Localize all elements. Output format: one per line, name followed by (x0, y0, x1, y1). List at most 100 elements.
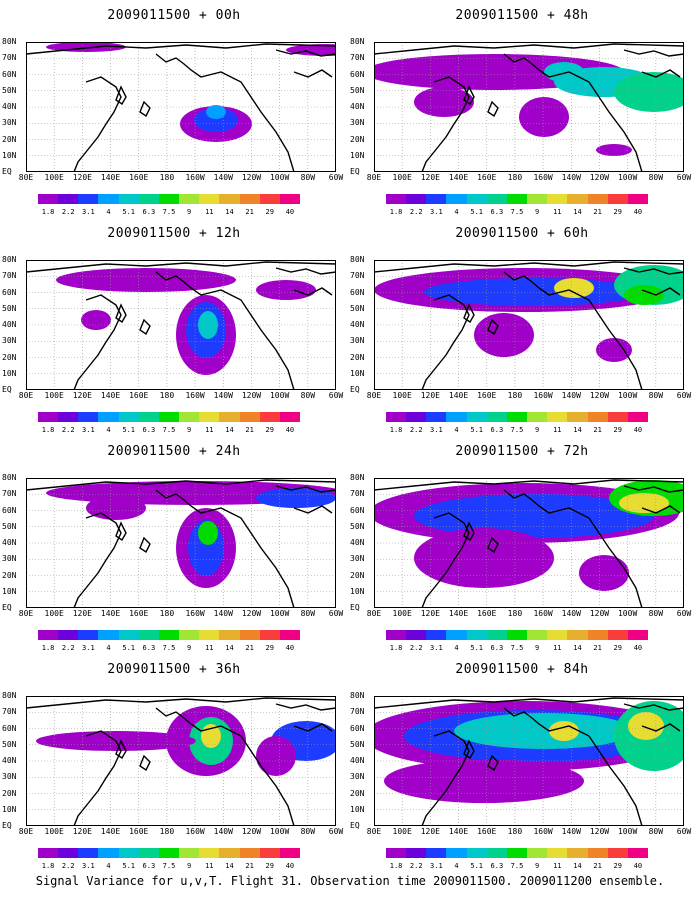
colorbar-label: 29 (265, 208, 274, 216)
colorbar-swatch (138, 630, 159, 640)
latitude-label: 60N (2, 287, 17, 297)
colorbar (38, 412, 301, 422)
colorbar-swatch (527, 412, 548, 422)
colorbar-label: 29 (613, 862, 622, 870)
colorbar-label: 40 (633, 426, 643, 434)
colorbar-swatch (406, 848, 427, 858)
colorbar-swatch (279, 412, 301, 422)
longitude-label: 60W (328, 609, 344, 618)
colorbar-swatch (426, 194, 447, 204)
longitude-label: 140E (100, 173, 121, 182)
longitude-label: 60W (676, 609, 692, 618)
longitude-label: 180 (507, 173, 523, 182)
colorbar-label: 7.5 (162, 208, 176, 216)
colorbar-label: 40 (633, 862, 643, 870)
colorbar-swatch (406, 412, 427, 422)
colorbar-label: 1.8 (41, 208, 55, 216)
latitude-label: EQ (350, 603, 360, 612)
variance-contour (519, 97, 569, 137)
colorbar-label: 11 (205, 862, 214, 870)
map-canvas (26, 478, 336, 608)
latitude-label: EQ (350, 821, 360, 830)
latitude-label: 50N (350, 739, 365, 749)
colorbar-swatch (279, 194, 301, 204)
colorbar-label: 21 (593, 862, 602, 870)
colorbar-swatch (527, 630, 548, 640)
colorbar-label: 3.1 (82, 862, 95, 870)
longitude-label: 100E (392, 173, 412, 182)
latitude-label: 80N (350, 691, 365, 700)
colorbar-label: 3.1 (82, 644, 95, 652)
colorbar-swatch (406, 194, 427, 204)
longitude-label: 60W (676, 391, 692, 400)
colorbar-label: 40 (633, 644, 643, 652)
longitude-label: 80W (300, 827, 316, 836)
colorbar-label: 1.8 (41, 644, 55, 652)
signal-variance-map (26, 42, 336, 172)
colorbar-swatch (38, 630, 59, 640)
latitude-label: 80N (2, 255, 17, 264)
colorbar-label: 6.3 (490, 644, 504, 652)
latitude-label: 70N (350, 489, 365, 499)
colorbar-label: 1.8 (41, 426, 55, 434)
variance-contour (256, 488, 336, 508)
colorbar-swatch (219, 630, 240, 640)
longitude-label: 180 (159, 609, 175, 618)
longitude-label: 80E (18, 827, 34, 836)
colorbar (38, 194, 301, 204)
colorbar-label: 3.1 (82, 208, 95, 216)
longitude-label: 100E (392, 391, 412, 400)
longitude-label: 140W (213, 827, 233, 836)
colorbar-swatch (118, 630, 139, 640)
colorbar-swatch (98, 848, 119, 858)
colorbar-swatch (239, 630, 260, 640)
longitude-label: 160W (533, 609, 553, 618)
longitude-label: 100E (44, 391, 64, 400)
latitude-label: 50N (2, 739, 17, 749)
colorbar-swatch (199, 630, 220, 640)
longitude-label: 100W (617, 391, 638, 400)
colorbar-label: 2.2 (409, 208, 423, 216)
colorbar-label: 9 (187, 644, 192, 652)
colorbar-label: 4 (454, 862, 459, 870)
colorbar-swatch (446, 412, 467, 422)
latitude-label: 40N (2, 538, 17, 547)
colorbar-label: 3.1 (430, 862, 443, 870)
colorbar-swatch (58, 630, 79, 640)
colorbar-label: 4 (454, 426, 459, 434)
longitude-label: 140W (213, 609, 233, 618)
longitude-label: 120E (72, 173, 92, 182)
colorbar-swatch (607, 848, 628, 858)
longitude-label: 160E (129, 827, 149, 836)
colorbar-swatch (446, 630, 467, 640)
colorbar-label: 6.3 (490, 862, 504, 870)
colorbar-label: 2.2 (409, 426, 423, 434)
panel-title: 2009011500 + 00h (107, 8, 241, 23)
variance-contour (596, 338, 632, 362)
colorbar-label: 14 (573, 644, 582, 652)
longitude-label: 120E (72, 391, 92, 400)
variance-contour (256, 736, 296, 776)
colorbar (386, 412, 649, 422)
latitude-label: 50N (2, 521, 17, 531)
colorbar-swatch (259, 848, 280, 858)
colorbar-label: 40 (285, 426, 295, 434)
panel-title: 2009011500 + 60h (455, 226, 589, 241)
latitude-label: 20N (2, 134, 17, 144)
latitude-label: 80N (350, 37, 365, 46)
longitude-label: 140E (100, 609, 121, 618)
variance-contour (454, 713, 634, 749)
colorbar-swatch (607, 412, 628, 422)
colorbar-label: 7.5 (162, 426, 176, 434)
variance-contour (414, 87, 474, 117)
colorbar-swatch (279, 630, 301, 640)
colorbar-swatch (486, 848, 507, 858)
longitude-label: 80E (366, 609, 382, 618)
colorbar-label: 11 (553, 862, 562, 870)
latitude-label: 30N (350, 772, 365, 782)
longitude-label: 140W (561, 391, 581, 400)
colorbar-label: 2.2 (61, 862, 75, 870)
map-panel: 2009011500 + 36h 80N 70N 60N 50N 40N 30N 20N 10N… (2, 654, 344, 876)
variance-contour (194, 108, 238, 132)
colorbar-label: 21 (245, 862, 254, 870)
